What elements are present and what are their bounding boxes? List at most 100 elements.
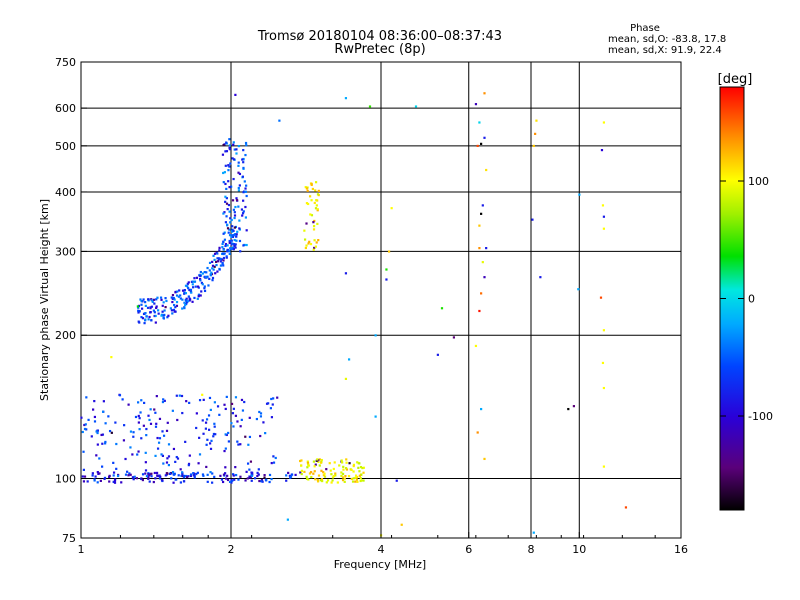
data-point bbox=[452, 336, 456, 339]
data-point bbox=[440, 307, 444, 310]
data-point bbox=[235, 197, 238, 200]
data-point bbox=[239, 425, 242, 428]
data-point bbox=[242, 191, 245, 194]
data-point bbox=[358, 474, 361, 477]
data-point bbox=[165, 299, 168, 303]
data-point bbox=[192, 474, 195, 477]
data-point bbox=[356, 461, 359, 464]
data-point bbox=[350, 468, 353, 472]
data-point bbox=[194, 285, 197, 288]
data-point bbox=[137, 401, 140, 404]
data-point bbox=[175, 300, 179, 304]
data-point bbox=[144, 304, 147, 308]
data-point bbox=[251, 471, 254, 474]
data-point bbox=[222, 232, 225, 235]
data-point bbox=[485, 168, 488, 172]
data-point bbox=[177, 474, 180, 477]
data-point bbox=[227, 203, 231, 207]
data-point bbox=[306, 477, 309, 481]
data-point bbox=[224, 407, 227, 411]
data-point bbox=[155, 305, 158, 308]
data-point bbox=[243, 400, 246, 404]
data-point bbox=[368, 105, 372, 108]
data-point bbox=[93, 479, 96, 482]
data-point bbox=[395, 479, 398, 482]
data-point bbox=[123, 424, 126, 427]
data-point bbox=[262, 421, 265, 424]
data-point bbox=[153, 471, 156, 475]
data-point bbox=[249, 460, 253, 463]
data-point bbox=[341, 461, 344, 464]
data-point bbox=[331, 479, 334, 482]
data-point bbox=[91, 472, 94, 475]
data-point bbox=[274, 456, 277, 460]
data-point bbox=[196, 471, 199, 474]
data-point bbox=[188, 401, 191, 405]
data-point bbox=[239, 475, 242, 478]
data-point bbox=[237, 478, 240, 481]
data-point bbox=[325, 481, 328, 484]
data-point bbox=[237, 171, 240, 174]
data-point bbox=[198, 399, 202, 402]
data-point bbox=[235, 148, 238, 151]
data-point bbox=[172, 296, 175, 300]
data-point bbox=[211, 472, 214, 475]
data-point bbox=[400, 523, 403, 526]
data-point bbox=[226, 207, 229, 211]
data-point bbox=[233, 211, 236, 214]
data-point bbox=[362, 466, 366, 469]
data-point bbox=[602, 121, 606, 124]
data-point bbox=[136, 453, 139, 456]
data-point bbox=[199, 270, 202, 274]
data-point bbox=[216, 257, 219, 260]
data-point bbox=[169, 472, 172, 475]
data-point bbox=[163, 399, 166, 402]
colorbar-tick-label: 0 bbox=[748, 293, 755, 306]
data-point bbox=[304, 246, 307, 250]
data-point bbox=[114, 421, 117, 424]
data-point bbox=[227, 164, 230, 167]
data-point bbox=[260, 478, 264, 482]
data-point bbox=[132, 478, 135, 481]
data-point bbox=[212, 432, 216, 436]
data-point bbox=[187, 281, 190, 284]
data-point bbox=[237, 205, 240, 208]
data-point bbox=[189, 473, 193, 476]
data-point bbox=[318, 464, 321, 467]
data-point bbox=[222, 240, 225, 243]
data-point bbox=[197, 295, 200, 298]
data-point bbox=[228, 250, 231, 253]
data-point bbox=[103, 477, 106, 481]
data-point bbox=[474, 103, 478, 106]
data-point bbox=[224, 244, 227, 248]
data-point bbox=[228, 234, 232, 237]
data-point bbox=[170, 296, 173, 299]
data-point bbox=[187, 475, 190, 478]
data-point bbox=[316, 208, 319, 211]
data-point bbox=[221, 262, 224, 265]
data-point bbox=[214, 433, 217, 436]
data-point bbox=[148, 480, 151, 483]
data-point bbox=[316, 480, 320, 483]
data-point bbox=[209, 274, 212, 277]
y-tick-label: 400 bbox=[55, 186, 76, 199]
data-point bbox=[306, 189, 309, 192]
data-point bbox=[338, 464, 341, 467]
data-point bbox=[242, 210, 245, 213]
data-point bbox=[144, 312, 147, 315]
data-point bbox=[268, 473, 272, 477]
data-point bbox=[147, 299, 150, 302]
data-point bbox=[224, 243, 228, 246]
data-point bbox=[230, 402, 234, 406]
data-point bbox=[173, 303, 176, 307]
data-point bbox=[115, 442, 118, 446]
data-point bbox=[303, 229, 306, 232]
data-point bbox=[159, 475, 162, 478]
data-point bbox=[181, 473, 184, 476]
data-point bbox=[224, 164, 227, 167]
data-point bbox=[206, 480, 209, 483]
data-point bbox=[231, 247, 234, 250]
data-point bbox=[201, 473, 205, 476]
data-point bbox=[141, 478, 144, 482]
data-point bbox=[162, 398, 165, 401]
